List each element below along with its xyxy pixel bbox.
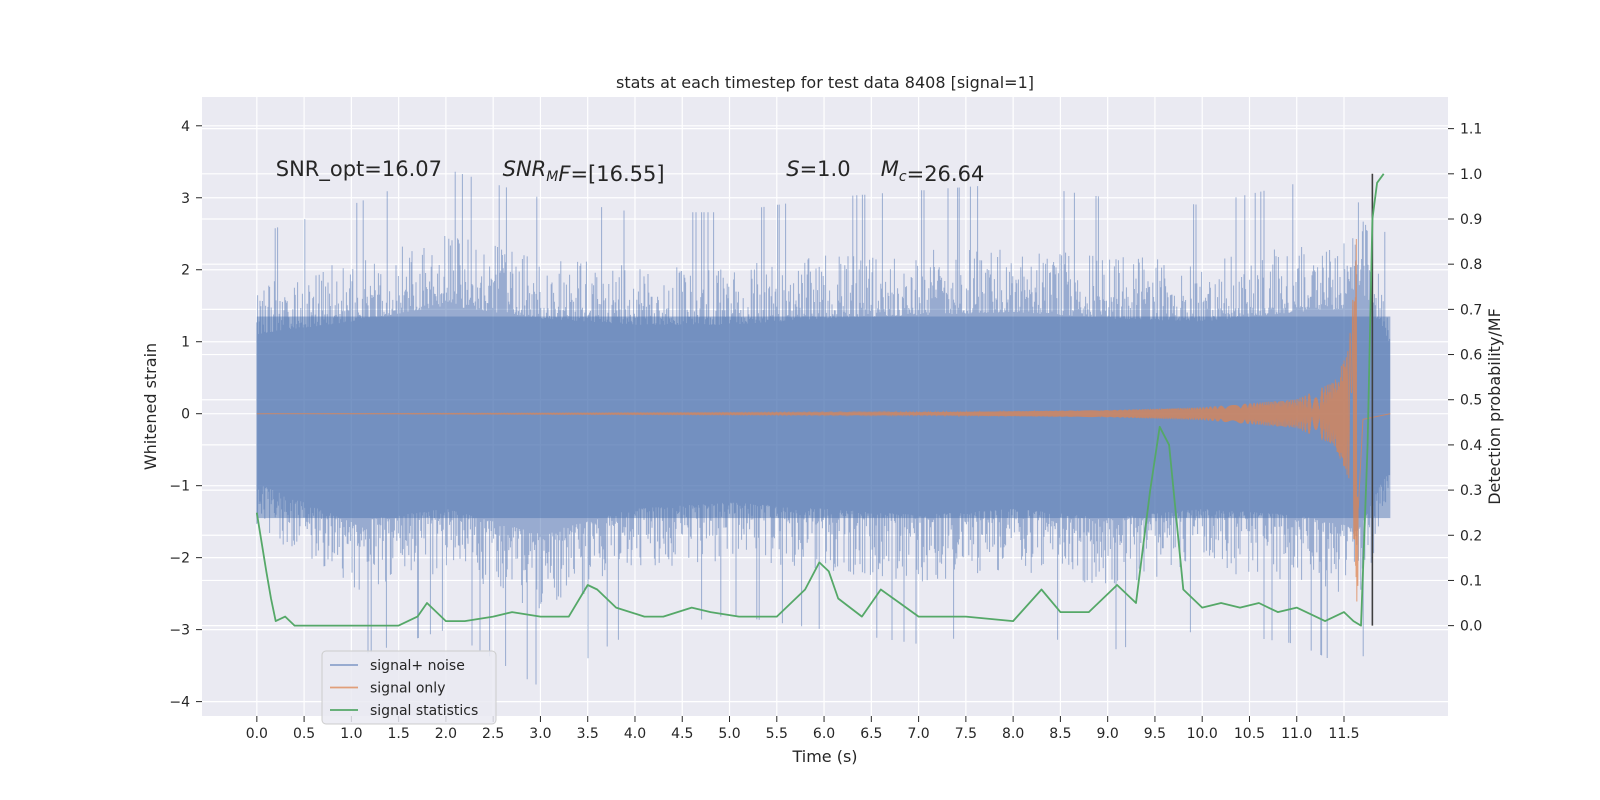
y-right-tick-label: 0.8	[1460, 257, 1482, 273]
y-right-tick-label: 0.6	[1460, 348, 1482, 364]
annotation-part: S	[786, 157, 799, 181]
x-tick-label: 4.0	[624, 726, 646, 742]
annotation-text: SNRMF=[16.55]	[503, 157, 665, 186]
annotations: SNR_opt=16.07 SNRMF=[16.55] S=1.0 Mc=26.64	[276, 157, 985, 186]
annotation-part: SNR	[503, 157, 547, 181]
x-tick-label: 3.0	[529, 726, 551, 742]
annotation-text: S=1.0	[786, 157, 850, 181]
x-tick-label: 7.5	[955, 726, 977, 742]
x-tick-label: 8.0	[1002, 726, 1024, 742]
y-right-tick-label: 0.7	[1460, 302, 1482, 318]
x-tick-label: 10.5	[1234, 726, 1265, 742]
y-right-tick-label: 0.2	[1460, 528, 1482, 544]
x-tick-label: 0.5	[293, 726, 315, 742]
x-tick-label: 11.0	[1281, 726, 1312, 742]
x-tick-label: 5.5	[766, 726, 788, 742]
x-tick-label: 0.0	[246, 726, 268, 742]
x-tick-label: 10.0	[1187, 726, 1218, 742]
y-tick-label: 1	[181, 335, 190, 351]
legend-label: signal statistics	[370, 703, 478, 719]
chart-title: stats at each timestep for test data 840…	[616, 73, 1034, 92]
series-signal-only	[256, 239, 1391, 602]
x-tick-label: 9.0	[1097, 726, 1119, 742]
x-tick-label: 2.5	[482, 726, 504, 742]
annotation-part: c	[899, 169, 907, 185]
axes: 0.0 0.5 1.0 1.5 2.0 2.5 3.0 3.5 4.0 4.5 5.0 5.5 6.0 6…	[169, 119, 1482, 742]
x-tick-label: 6.5	[860, 726, 882, 742]
x-tick-label: 9.5	[1144, 726, 1166, 742]
y-tick-label: 4	[181, 119, 190, 135]
y-tick-label: −3	[169, 623, 190, 639]
x-tick-label: 5.0	[718, 726, 740, 742]
y-tick-label: 2	[181, 263, 190, 279]
x-tick-label: 1.5	[388, 726, 410, 742]
annotation-text: SNR_opt=16.07	[276, 157, 442, 182]
y-tick-label: −4	[169, 695, 190, 711]
y-right-tick-label: 1.1	[1460, 122, 1482, 138]
y-tick-label: −2	[169, 551, 190, 567]
x-tick-label: 8.5	[1049, 726, 1071, 742]
y-right-tick-label: 0.1	[1460, 573, 1482, 589]
annotation-part: F	[558, 162, 571, 186]
annotation-part: SNR_opt=16.07	[276, 157, 442, 182]
x-tick-label: 2.0	[435, 726, 457, 742]
annotation-part: M	[881, 157, 899, 181]
y-right-tick-label: 0.5	[1460, 393, 1482, 409]
y-axis-label: Whitened strain	[141, 343, 160, 470]
annotation-part: =26.64	[907, 162, 985, 186]
annotation-part: =[16.55]	[570, 162, 664, 186]
x-axis-label: Time (s)	[791, 747, 857, 766]
y-right-tick-label: 0.4	[1460, 438, 1482, 454]
y-right-tick-label: 1.0	[1460, 167, 1482, 183]
x-tick-label: 4.5	[671, 726, 693, 742]
y-right-tick-label: 0.3	[1460, 483, 1482, 499]
y-right-tick-label: 0.0	[1460, 619, 1482, 635]
annotation-part: =1.0	[800, 157, 851, 181]
x-tick-label: 6.0	[813, 726, 835, 742]
x-tick-label: 7.0	[907, 726, 929, 742]
annotation-part: M	[546, 169, 558, 185]
legend-box	[321, 650, 497, 725]
series-signal-statistics	[255, 173, 1385, 627]
legend-label: signal+ noise	[370, 658, 465, 674]
legend-label: signal only	[370, 681, 445, 697]
series-line-signal-statistics	[255, 173, 1385, 627]
y-right-tick-label: 0.9	[1460, 212, 1482, 228]
y-axis-right-label: Detection probability/MF	[1485, 308, 1504, 505]
x-tick-label: 1.0	[340, 726, 362, 742]
legend: signal+ noise signal only signal statistic…	[321, 650, 497, 725]
annotation-text: Mc=26.64	[881, 157, 985, 186]
series-line-signal-only	[256, 239, 1391, 602]
x-tick-label: 3.5	[577, 726, 599, 742]
y-tick-label: 0	[181, 407, 190, 423]
y-tick-label: −1	[169, 479, 190, 495]
x-tick-label: 11.5	[1328, 726, 1359, 742]
y-tick-label: 3	[181, 191, 190, 207]
